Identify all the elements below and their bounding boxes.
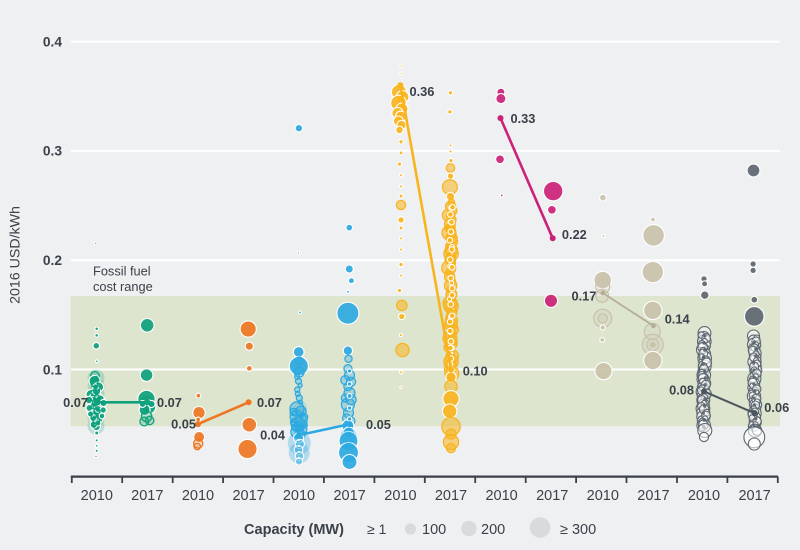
svg-text:≥ 300: ≥ 300	[560, 522, 596, 538]
svg-text:2010: 2010	[688, 488, 720, 504]
svg-text:0.05: 0.05	[366, 417, 391, 432]
svg-text:0.08: 0.08	[669, 383, 694, 398]
svg-text:2017: 2017	[333, 488, 365, 504]
svg-text:0.05: 0.05	[171, 417, 196, 432]
svg-text:2010: 2010	[81, 488, 113, 504]
svg-text:2017: 2017	[435, 488, 467, 504]
svg-text:2010: 2010	[283, 488, 315, 504]
svg-text:200: 200	[481, 522, 505, 538]
svg-text:0.07: 0.07	[257, 395, 282, 410]
svg-text:0.04: 0.04	[260, 428, 286, 443]
svg-text:2017: 2017	[738, 488, 770, 504]
svg-text:2017: 2017	[131, 488, 163, 504]
svg-text:0.22: 0.22	[562, 227, 587, 242]
svg-text:0.2: 0.2	[43, 253, 63, 268]
svg-text:Capacity (MW): Capacity (MW)	[244, 522, 344, 538]
svg-text:0.10: 0.10	[463, 364, 488, 379]
svg-text:2010: 2010	[182, 488, 214, 504]
svg-text:2017: 2017	[232, 488, 264, 504]
svg-text:2017: 2017	[637, 488, 669, 504]
svg-text:0.17: 0.17	[571, 289, 596, 304]
svg-text:2010: 2010	[485, 488, 517, 504]
svg-text:2016 USD/kWh: 2016 USD/kWh	[8, 206, 24, 304]
svg-text:2017: 2017	[536, 488, 568, 504]
svg-text:100: 100	[422, 522, 446, 538]
svg-text:2010: 2010	[587, 488, 619, 504]
svg-text:0.33: 0.33	[511, 111, 536, 126]
svg-text:Fossil fuel: Fossil fuel	[93, 264, 151, 279]
svg-text:2010: 2010	[384, 488, 416, 504]
svg-text:0.06: 0.06	[764, 400, 789, 415]
svg-text:0.07: 0.07	[157, 395, 182, 410]
svg-text:0.07: 0.07	[63, 395, 88, 410]
svg-text:0.14: 0.14	[665, 312, 691, 327]
svg-text:0.1: 0.1	[43, 362, 63, 377]
svg-text:0.3: 0.3	[43, 144, 63, 159]
svg-text:cost range: cost range	[93, 279, 153, 294]
svg-text:≥ 1: ≥ 1	[367, 521, 387, 537]
svg-text:0.4: 0.4	[43, 34, 63, 49]
svg-text:0.36: 0.36	[410, 84, 435, 99]
